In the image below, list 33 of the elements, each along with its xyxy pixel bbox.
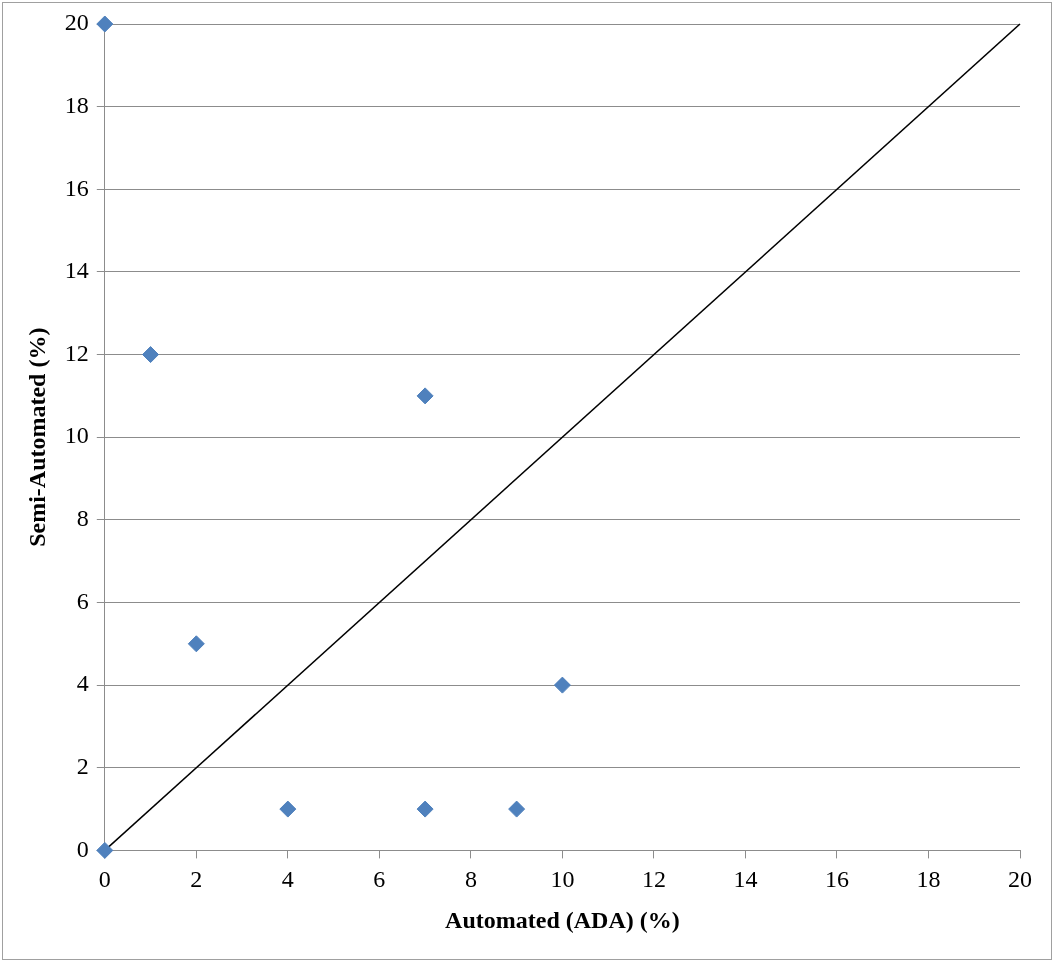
y-axis-title: Semi-Automated (%) — [23, 327, 50, 547]
x-tick-label: 8 — [464, 866, 477, 893]
y-tick-label: 2 — [76, 753, 89, 780]
x-tick-label: 16 — [824, 866, 849, 893]
x-tick-label: 4 — [281, 866, 294, 893]
y-tick-label: 20 — [64, 9, 89, 36]
x-tick-label: 0 — [98, 866, 111, 893]
point — [553, 676, 571, 694]
x-tick-label: 2 — [190, 866, 203, 893]
y-tick-label: 8 — [76, 505, 89, 532]
y-tick-label: 12 — [64, 339, 89, 366]
point — [416, 387, 434, 405]
x-tick-label: 20 — [1008, 866, 1032, 893]
x-tick-label: 12 — [641, 866, 666, 893]
y-tick-label: 6 — [76, 587, 89, 614]
point — [416, 800, 434, 818]
point — [142, 346, 160, 364]
point — [96, 841, 114, 859]
y-tick-label: 18 — [64, 91, 89, 118]
x-tick-label: 6 — [373, 866, 386, 893]
point — [508, 800, 526, 818]
y-tick-label: 16 — [64, 174, 89, 201]
y-tick-label: 14 — [64, 257, 89, 284]
x-tick-label: 10 — [550, 866, 575, 893]
point — [187, 635, 205, 653]
y-tick-label: 4 — [76, 670, 89, 697]
y-tick-label: 10 — [64, 422, 89, 449]
y-tick-label: 0 — [76, 835, 89, 862]
x-tick-label: 14 — [733, 866, 758, 893]
point — [96, 15, 114, 33]
x-axis-title: Automated (ADA) (%) — [445, 906, 680, 933]
point — [279, 800, 297, 818]
x-tick-label: 18 — [916, 866, 941, 893]
